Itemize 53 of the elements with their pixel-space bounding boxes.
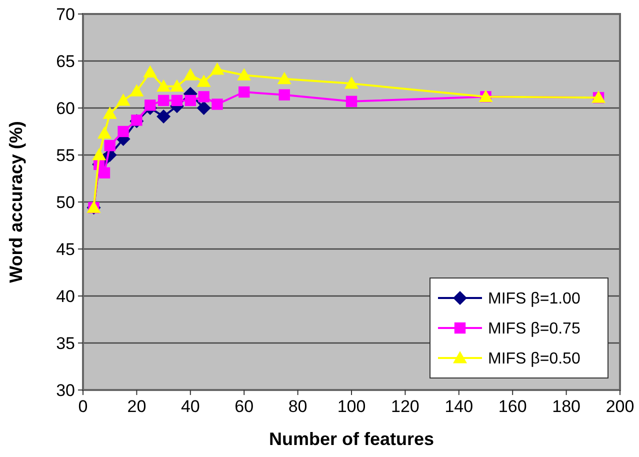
point bbox=[277, 72, 292, 84]
legend-label: MIFS β=0.50 bbox=[488, 350, 580, 368]
x-tick-label: 0 bbox=[78, 397, 88, 416]
y-tick-label: 50 bbox=[56, 192, 75, 212]
point bbox=[156, 79, 171, 92]
point bbox=[171, 94, 183, 106]
y-tick-label: 70 bbox=[56, 4, 75, 24]
x-tick-label: 200 bbox=[606, 397, 634, 416]
point bbox=[98, 167, 110, 178]
point bbox=[130, 84, 144, 96]
point bbox=[196, 101, 211, 115]
point bbox=[156, 109, 171, 124]
point bbox=[131, 114, 142, 126]
point bbox=[237, 68, 252, 80]
legend-label: MIFS β=0.75 bbox=[488, 320, 580, 338]
y-axis-title: Word accuracy (%) bbox=[6, 121, 26, 283]
point bbox=[97, 126, 112, 139]
x-tick-label: 60 bbox=[234, 397, 254, 416]
x-tick-label: 20 bbox=[127, 397, 146, 416]
x-tick-label: 120 bbox=[391, 397, 420, 416]
point bbox=[210, 62, 224, 75]
point bbox=[170, 79, 184, 92]
y-tick-label: 45 bbox=[56, 240, 75, 259]
point bbox=[346, 96, 358, 108]
y-tick-label: 30 bbox=[56, 380, 75, 400]
point bbox=[278, 89, 290, 100]
point bbox=[102, 106, 117, 119]
legend-label: MIFS β=1.00 bbox=[488, 290, 580, 308]
x-axis-title: Number of features bbox=[268, 429, 434, 449]
y-tick-label: 60 bbox=[56, 98, 75, 118]
x-tick-label: 100 bbox=[337, 397, 366, 416]
point bbox=[143, 65, 158, 78]
x-tick-label: 180 bbox=[552, 397, 580, 416]
point bbox=[144, 100, 156, 111]
point bbox=[118, 126, 129, 138]
point bbox=[198, 91, 210, 102]
point bbox=[183, 68, 198, 80]
point bbox=[196, 74, 211, 87]
y-tick-label: 55 bbox=[56, 146, 75, 165]
x-tick-label: 160 bbox=[498, 397, 527, 416]
y-tick-label: 35 bbox=[56, 334, 75, 353]
y-tick-label: 40 bbox=[56, 286, 75, 306]
point bbox=[116, 93, 130, 106]
x-tick-label: 40 bbox=[180, 397, 200, 416]
x-tick-label: 140 bbox=[444, 397, 474, 416]
point bbox=[344, 76, 358, 89]
point bbox=[104, 140, 116, 152]
point bbox=[212, 98, 223, 110]
point bbox=[184, 94, 196, 106]
point bbox=[238, 86, 250, 98]
point bbox=[158, 94, 170, 106]
y-tick-label: 65 bbox=[56, 52, 75, 71]
x-tick-label: 80 bbox=[288, 397, 308, 416]
